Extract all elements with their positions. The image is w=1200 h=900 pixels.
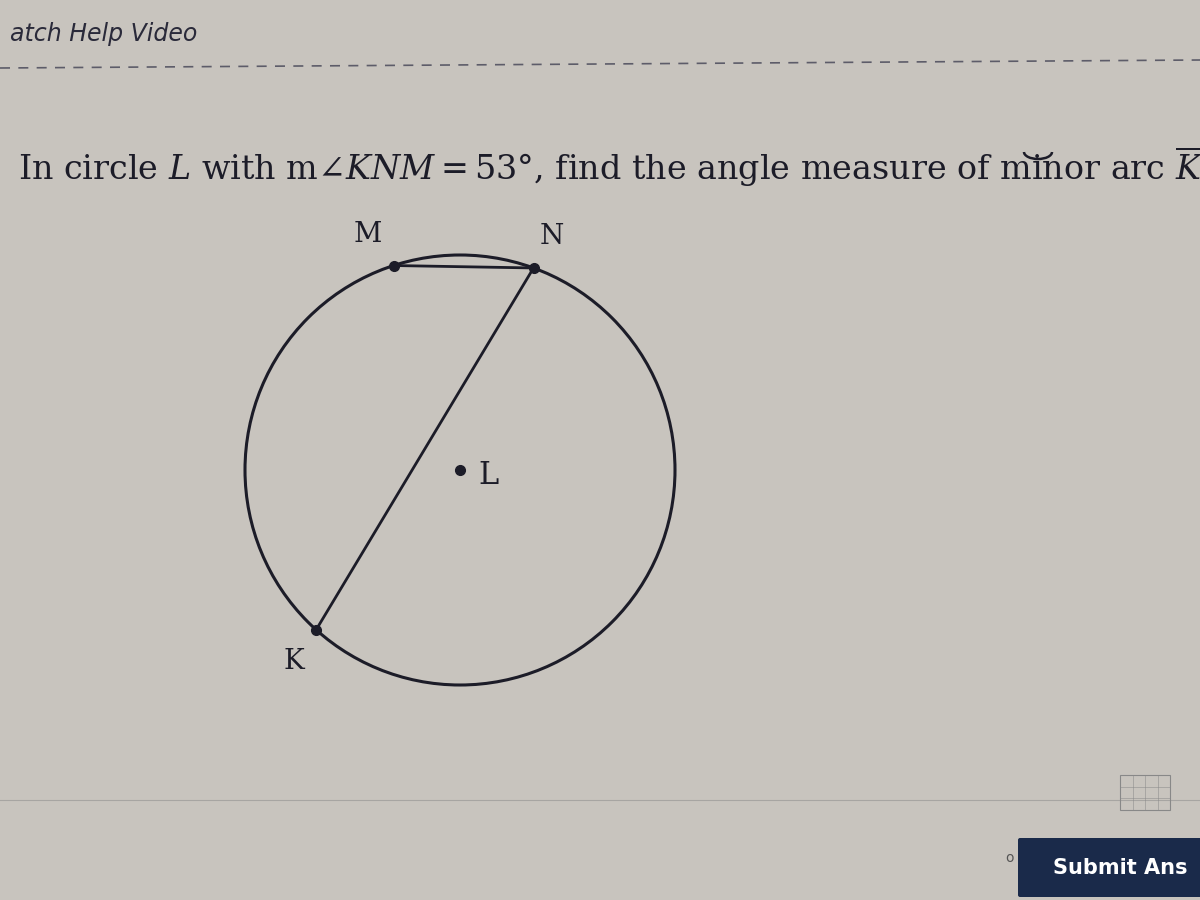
Text: Submit Ans: Submit Ans bbox=[1052, 858, 1187, 878]
Text: atch Help Video: atch Help Video bbox=[10, 22, 197, 46]
Text: K: K bbox=[283, 648, 304, 675]
Text: L: L bbox=[478, 460, 498, 491]
Text: o: o bbox=[1006, 851, 1014, 865]
Bar bbox=[1120, 775, 1170, 810]
Text: N: N bbox=[540, 223, 564, 250]
Text: M: M bbox=[353, 220, 382, 248]
Text: In circle $L$ with m$\angle KNM = 53°$, find the angle measure of minor arc $\ov: In circle $L$ with m$\angle KNM = 53°$, … bbox=[18, 145, 1200, 189]
FancyBboxPatch shape bbox=[1018, 838, 1200, 897]
